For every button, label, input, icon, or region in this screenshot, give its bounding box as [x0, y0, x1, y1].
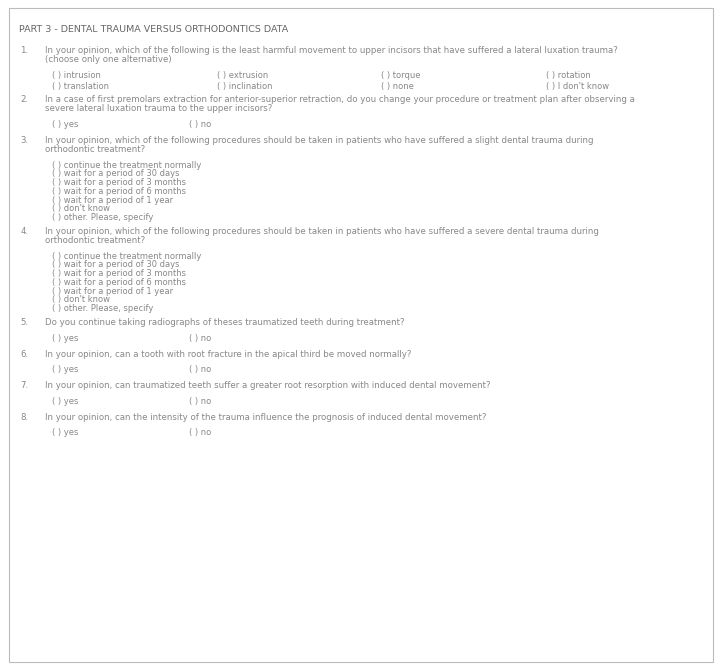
- Text: In your opinion, can the intensity of the trauma influence the prognosis of indu: In your opinion, can the intensity of th…: [45, 413, 486, 421]
- Text: ( ) wait for a period of 6 months: ( ) wait for a period of 6 months: [52, 278, 186, 287]
- Text: ( ) yes: ( ) yes: [52, 334, 79, 342]
- Text: ( ) don't know: ( ) don't know: [52, 295, 110, 304]
- Text: ( ) rotation: ( ) rotation: [546, 71, 591, 80]
- Text: 6.: 6.: [20, 350, 28, 358]
- Text: severe lateral luxation trauma to the upper incisors?: severe lateral luxation trauma to the up…: [45, 105, 272, 113]
- Text: ( ) intrusion: ( ) intrusion: [52, 71, 101, 80]
- Text: ( ) wait for a period of 30 days: ( ) wait for a period of 30 days: [52, 261, 180, 269]
- Text: ( ) wait for a period of 1 year: ( ) wait for a period of 1 year: [52, 196, 173, 204]
- Text: ( ) wait for a period of 3 months: ( ) wait for a period of 3 months: [52, 269, 186, 278]
- Text: ( ) extrusion: ( ) extrusion: [217, 71, 268, 80]
- Text: ( ) wait for a period of 6 months: ( ) wait for a period of 6 months: [52, 187, 186, 196]
- Text: 2.: 2.: [20, 95, 28, 104]
- Text: ( ) yes: ( ) yes: [52, 120, 79, 129]
- Text: ( ) yes: ( ) yes: [52, 365, 79, 374]
- Text: ( ) yes: ( ) yes: [52, 397, 79, 405]
- Text: ( ) torque: ( ) torque: [381, 71, 421, 80]
- Text: In your opinion, can a tooth with root fracture in the apical third be moved nor: In your opinion, can a tooth with root f…: [45, 350, 411, 358]
- Text: ( ) no: ( ) no: [189, 334, 212, 342]
- Text: ( ) I don't know: ( ) I don't know: [546, 82, 609, 90]
- Text: 3.: 3.: [20, 136, 28, 145]
- Text: ( ) wait for a period of 3 months: ( ) wait for a period of 3 months: [52, 178, 186, 187]
- Text: Do you continue taking radiographs of theses traumatized teeth during treatment?: Do you continue taking radiographs of th…: [45, 318, 404, 327]
- FancyBboxPatch shape: [9, 8, 713, 662]
- Text: ( ) no: ( ) no: [189, 428, 212, 437]
- Text: ( ) inclination: ( ) inclination: [217, 82, 272, 90]
- Text: 4.: 4.: [20, 227, 28, 236]
- Text: ( ) no: ( ) no: [189, 120, 212, 129]
- Text: ( ) wait for a period of 1 year: ( ) wait for a period of 1 year: [52, 287, 173, 295]
- Text: ( ) yes: ( ) yes: [52, 428, 79, 437]
- Text: 7.: 7.: [20, 381, 28, 390]
- Text: ( ) continue the treatment normally: ( ) continue the treatment normally: [52, 161, 201, 170]
- Text: ( ) continue the treatment normally: ( ) continue the treatment normally: [52, 252, 201, 261]
- Text: PART 3 - DENTAL TRAUMA VERSUS ORTHODONTICS DATA: PART 3 - DENTAL TRAUMA VERSUS ORTHODONTI…: [19, 25, 288, 34]
- Text: orthodontic treatment?: orthodontic treatment?: [45, 237, 145, 245]
- Text: orthodontic treatment?: orthodontic treatment?: [45, 145, 145, 154]
- Text: ( ) don't know: ( ) don't know: [52, 204, 110, 213]
- Text: In your opinion, which of the following procedures should be taken in patients w: In your opinion, which of the following …: [45, 227, 599, 236]
- Text: ( ) translation: ( ) translation: [52, 82, 109, 90]
- Text: In your opinion, which of the following is the least harmful movement to upper i: In your opinion, which of the following …: [45, 46, 617, 55]
- Text: ( ) other. Please, specify: ( ) other. Please, specify: [52, 213, 153, 222]
- Text: In your opinion, which of the following procedures should be taken in patients w: In your opinion, which of the following …: [45, 136, 593, 145]
- Text: ( ) no: ( ) no: [189, 397, 212, 405]
- Text: 8.: 8.: [20, 413, 28, 421]
- Text: ( ) other. Please, specify: ( ) other. Please, specify: [52, 304, 153, 313]
- Text: In a case of first premolars extraction for anterior-superior retraction, do you: In a case of first premolars extraction …: [45, 95, 635, 104]
- Text: ( ) wait for a period of 30 days: ( ) wait for a period of 30 days: [52, 170, 180, 178]
- Text: ( ) no: ( ) no: [189, 365, 212, 374]
- Text: 1.: 1.: [20, 46, 28, 55]
- Text: (choose only one alternative): (choose only one alternative): [45, 56, 171, 64]
- Text: 5.: 5.: [20, 318, 28, 327]
- Text: ( ) none: ( ) none: [381, 82, 414, 90]
- Text: In your opinion, can traumatized teeth suffer a greater root resorption with ind: In your opinion, can traumatized teeth s…: [45, 381, 490, 390]
